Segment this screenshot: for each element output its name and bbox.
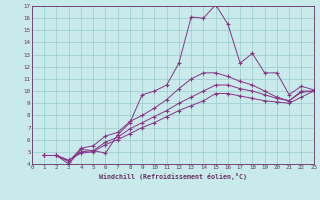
X-axis label: Windchill (Refroidissement éolien,°C): Windchill (Refroidissement éolien,°C) bbox=[99, 173, 247, 180]
